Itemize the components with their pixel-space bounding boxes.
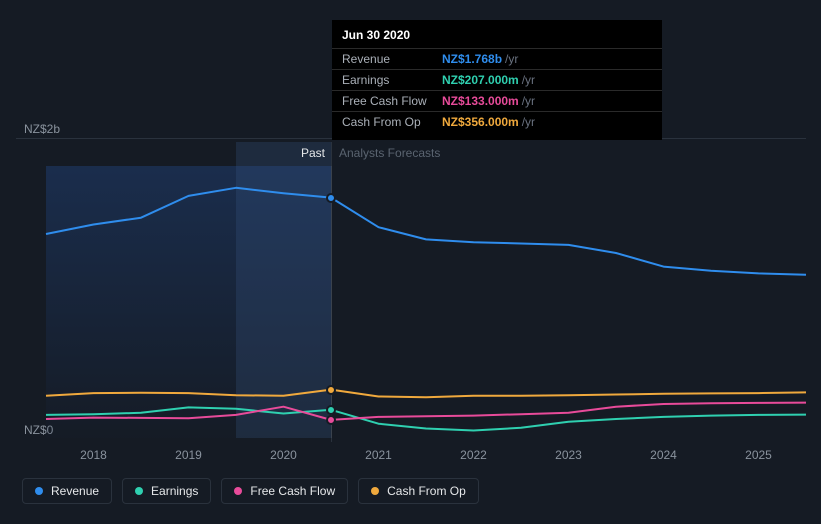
legend-dot-icon (371, 487, 379, 495)
tooltip-metric-unit: /yr (522, 115, 535, 129)
x-label: 2024 (650, 448, 677, 462)
tooltip-row: EarningsNZ$207.000m/yr (332, 69, 662, 90)
x-label: 2021 (365, 448, 392, 462)
hover-dot-revenue (326, 193, 336, 203)
section-label-forecast: Analysts Forecasts (339, 146, 440, 160)
x-label: 2025 (745, 448, 772, 462)
x-label: 2023 (555, 448, 582, 462)
legend-item-revenue[interactable]: Revenue (22, 478, 112, 504)
tooltip-metric-name: Free Cash Flow (342, 94, 442, 108)
tooltip-metric-value: NZ$356.000m (442, 115, 519, 129)
tooltip-title: Jun 30 2020 (332, 28, 662, 48)
legend-dot-icon (35, 487, 43, 495)
tooltip-metric-value: NZ$207.000m (442, 73, 519, 87)
legend-item-earnings[interactable]: Earnings (122, 478, 211, 504)
legend-label: Earnings (151, 484, 198, 498)
series-line-revenue (46, 188, 806, 275)
y-axis-label-top: NZ$2b (24, 122, 60, 136)
x-label: 2022 (460, 448, 487, 462)
tooltip-row: Free Cash FlowNZ$133.000m/yr (332, 90, 662, 111)
tooltip-metric-name: Revenue (342, 52, 442, 66)
tooltip-metric-unit: /yr (522, 94, 535, 108)
tooltip-metric-value: NZ$133.000m (442, 94, 519, 108)
tooltip-row: Cash From OpNZ$356.000m/yr (332, 111, 662, 132)
legend-item-cash-from-op[interactable]: Cash From Op (358, 478, 479, 504)
x-label: 2020 (270, 448, 297, 462)
legend-dot-icon (234, 487, 242, 495)
legend-label: Revenue (51, 484, 99, 498)
tooltip-metric-value: NZ$1.768b (442, 52, 502, 66)
tooltip: Jun 30 2020 RevenueNZ$1.768b/yrEarningsN… (332, 20, 662, 140)
legend-dot-icon (135, 487, 143, 495)
chart-plot[interactable] (46, 166, 806, 438)
tooltip-metric-name: Earnings (342, 73, 442, 87)
legend-label: Cash From Op (387, 484, 466, 498)
hover-line (331, 166, 332, 438)
hover-dot-free-cash-flow (326, 415, 336, 425)
hover-dot-cash-from-op (326, 385, 336, 395)
legend-label: Free Cash Flow (250, 484, 335, 498)
tooltip-metric-name: Cash From Op (342, 115, 442, 129)
legend: Revenue Earnings Free Cash Flow Cash From O… (22, 478, 479, 504)
x-label: 2018 (80, 448, 107, 462)
tooltip-row: RevenueNZ$1.768b/yr (332, 48, 662, 69)
tooltip-metric-unit: /yr (505, 52, 518, 66)
x-label: 2019 (175, 448, 202, 462)
legend-item-free-cash-flow[interactable]: Free Cash Flow (221, 478, 348, 504)
x-axis: 2018 2019 2020 2021 2022 2023 2024 2025 (46, 448, 806, 468)
section-label-past: Past (301, 146, 325, 160)
series-line-cash-from-op (46, 390, 806, 398)
hover-dot-earnings (326, 405, 336, 415)
tooltip-metric-unit: /yr (522, 73, 535, 87)
